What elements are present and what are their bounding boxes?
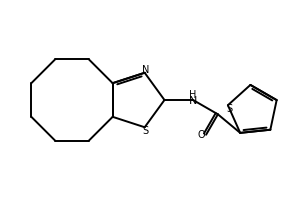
Text: S: S — [227, 104, 233, 114]
Text: N: N — [142, 65, 149, 75]
Text: H: H — [189, 90, 197, 100]
Text: S: S — [142, 126, 149, 136]
Text: O: O — [197, 130, 205, 140]
Text: N: N — [189, 96, 197, 106]
